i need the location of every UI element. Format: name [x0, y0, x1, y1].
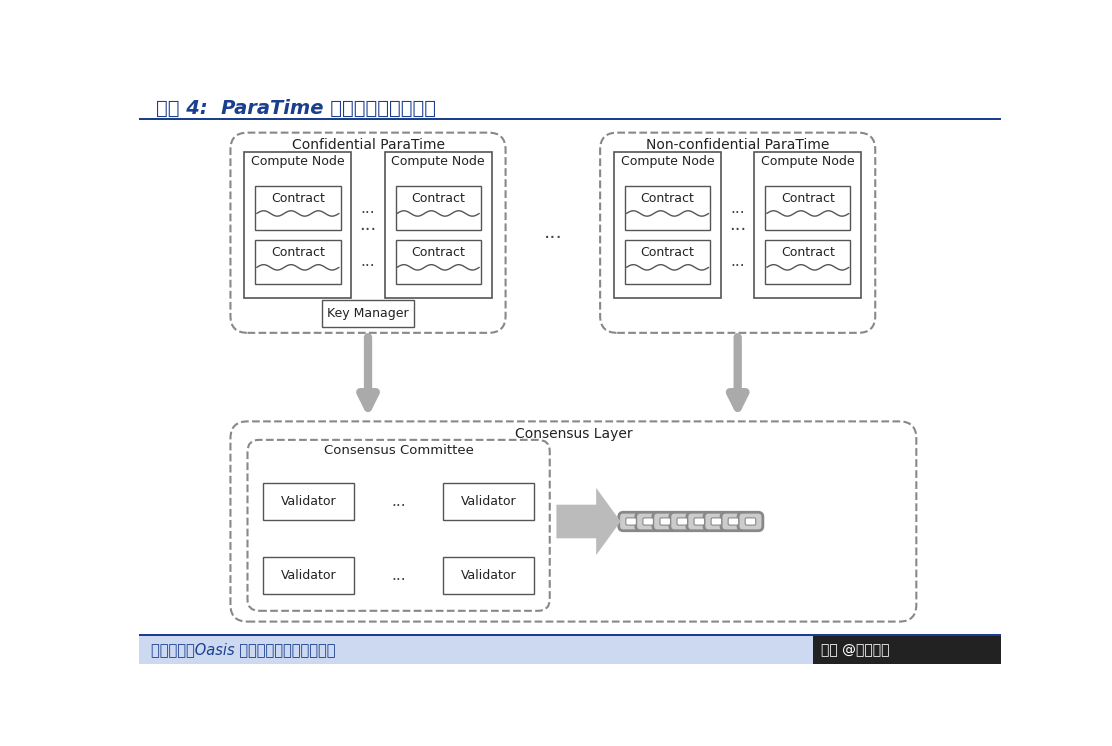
Bar [139, 634, 1001, 636]
Text: Compute Node: Compute Node [391, 154, 485, 168]
Text: ...: ... [731, 201, 745, 216]
Bar [396, 186, 480, 231]
Bar [765, 239, 851, 284]
Bar [256, 239, 340, 284]
Text: 头条 @远瞻智库: 头条 @远瞻智库 [821, 643, 890, 657]
Text: ...: ... [731, 254, 745, 269]
FancyBboxPatch shape [677, 518, 687, 525]
Text: Contract: Contract [271, 245, 325, 259]
Bar [625, 186, 711, 231]
FancyBboxPatch shape [643, 518, 654, 525]
Text: Key Manager: Key Manager [327, 307, 409, 320]
Bar [443, 557, 534, 594]
Text: Contract: Contract [411, 192, 465, 204]
Text: ...: ... [360, 254, 376, 269]
Bar [139, 636, 813, 664]
Bar [385, 152, 492, 298]
Bar [139, 118, 1001, 120]
Text: Contract: Contract [641, 192, 695, 204]
Text: Confidential ParaTime: Confidential ParaTime [291, 138, 445, 152]
Bar [765, 186, 851, 231]
Bar [396, 239, 480, 284]
FancyBboxPatch shape [704, 513, 728, 530]
FancyBboxPatch shape [626, 518, 636, 525]
Text: ...: ... [391, 568, 406, 583]
Bar [625, 239, 711, 284]
Text: Consensus Layer: Consensus Layer [515, 427, 633, 441]
FancyBboxPatch shape [694, 518, 705, 525]
Text: Contract: Contract [641, 245, 695, 259]
Text: Compute Node: Compute Node [251, 154, 345, 168]
Text: Contract: Contract [781, 192, 835, 204]
FancyBboxPatch shape [745, 518, 756, 525]
FancyBboxPatch shape [653, 513, 677, 530]
Bar [322, 301, 414, 327]
Text: ...: ... [359, 216, 377, 234]
FancyBboxPatch shape [687, 513, 712, 530]
Text: Compute Node: Compute Node [620, 154, 714, 168]
Bar [443, 483, 534, 520]
Text: ...: ... [360, 201, 376, 216]
Bar [813, 636, 1001, 664]
Text: ...: ... [391, 494, 406, 509]
Text: Validator: Validator [460, 569, 516, 582]
Bar [614, 152, 721, 298]
FancyBboxPatch shape [636, 513, 661, 530]
Bar [264, 557, 355, 594]
Text: 资料来源：Oasis 白皮书，国盛证券研究所: 资料来源：Oasis 白皮书，国盛证券研究所 [150, 642, 335, 657]
Bar [256, 186, 340, 231]
FancyBboxPatch shape [669, 513, 695, 530]
Text: Contract: Contract [411, 245, 465, 259]
Bar [245, 152, 351, 298]
Text: Validator: Validator [281, 495, 337, 508]
Text: Contract: Contract [781, 245, 835, 259]
FancyBboxPatch shape [659, 518, 671, 525]
Text: Validator: Validator [281, 569, 337, 582]
FancyBboxPatch shape [711, 518, 722, 525]
Text: 图表 4:  ParaTime 层与共识层工作流程: 图表 4: ParaTime 层与共识层工作流程 [156, 98, 436, 118]
Bar [264, 483, 355, 520]
Text: Validator: Validator [460, 495, 516, 508]
FancyBboxPatch shape [728, 518, 738, 525]
Text: Consensus Committee: Consensus Committee [324, 444, 474, 457]
Text: ...: ... [729, 216, 746, 234]
Text: Non-confidential ParaTime: Non-confidential ParaTime [646, 138, 830, 152]
FancyBboxPatch shape [721, 513, 746, 530]
Text: Compute Node: Compute Node [761, 154, 855, 168]
FancyBboxPatch shape [738, 513, 763, 530]
Text: Contract: Contract [271, 192, 325, 204]
Text: ...: ... [544, 223, 563, 242]
FancyBboxPatch shape [618, 513, 644, 530]
Bar [754, 152, 862, 298]
